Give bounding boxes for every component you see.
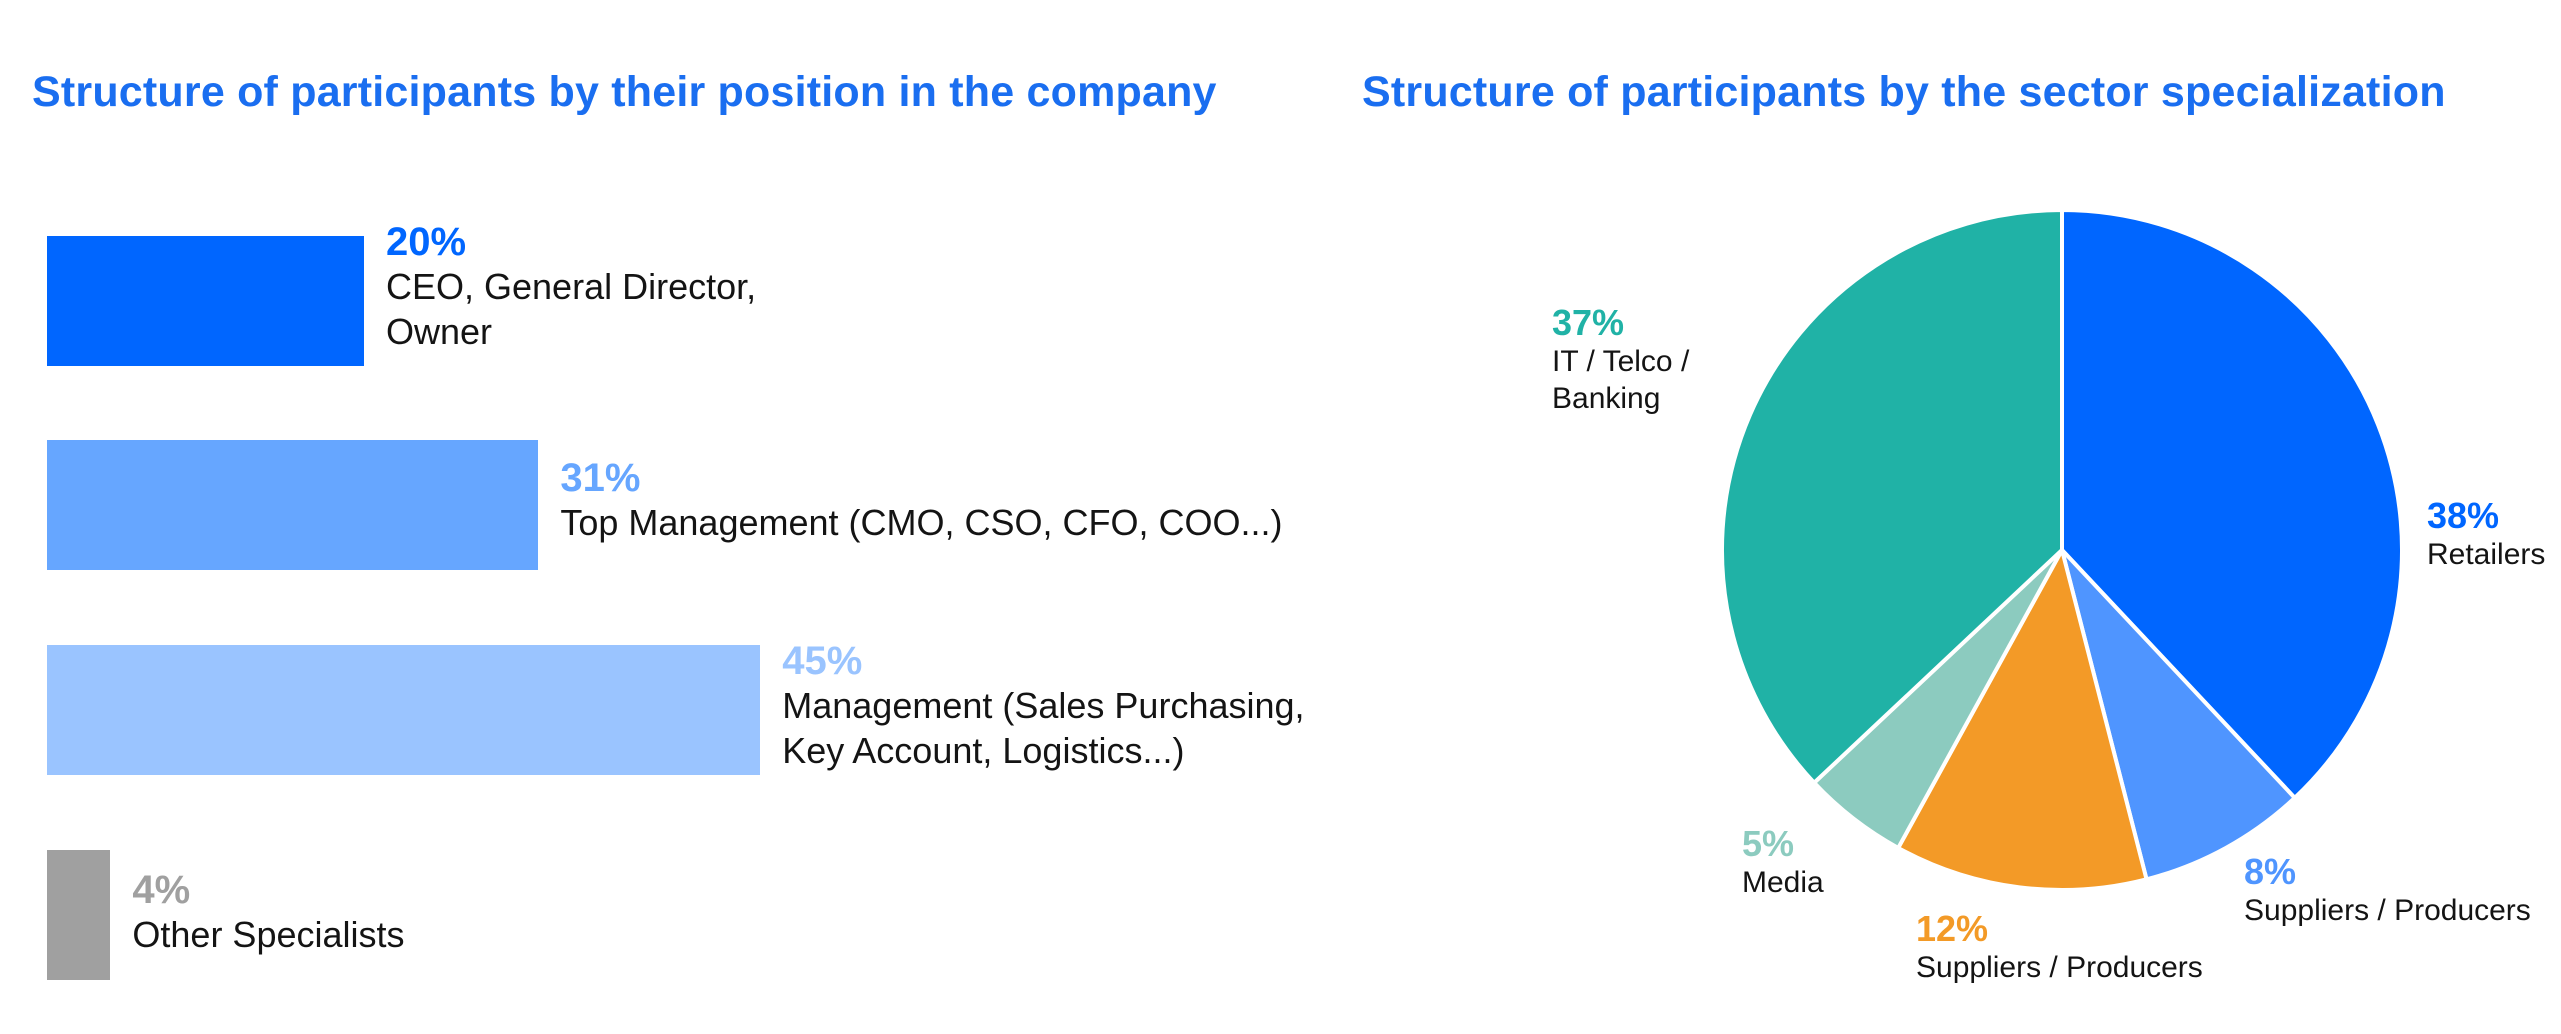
pie-slice: [2060, 548, 2297, 882]
bar: [47, 236, 364, 366]
slice-label: 8% Suppliers / Producers: [2244, 852, 2531, 929]
bar-category-label: Management (Sales Purchasing, Key Accoun…: [782, 685, 1305, 771]
bar-label: 45% Management (Sales Purchasing, Key Acc…: [782, 639, 1304, 773]
pie-slice: [1720, 208, 2064, 785]
sector-chart-title: Structure of participants by the sector …: [1362, 68, 2446, 116]
bar: [47, 440, 539, 570]
slice-value-label: 37%: [1552, 302, 1625, 343]
slice-label: 12% Suppliers / Producers: [1916, 909, 2203, 986]
bar-value-label: 31%: [560, 456, 641, 500]
slice-value-label: 5%: [1742, 823, 1795, 864]
slice-label: 5% Media: [1742, 824, 1824, 901]
pie-slice: [1896, 548, 2149, 892]
bar: [47, 850, 111, 980]
bar-label: 31% Top Management (CMO, CSO, CFO, COO...…: [560, 456, 1282, 545]
slice-value-label: 12%: [1916, 908, 1989, 949]
slice-value-label: 8%: [2244, 851, 2297, 892]
pie-slice: [2060, 208, 2404, 800]
slice-label: 38% Retailers: [2427, 496, 2545, 573]
bar-category-label: CEO, General Director, Owner: [386, 266, 757, 352]
slice-category-label: IT / Telco / Banking: [1552, 345, 1690, 415]
slice-category-label: Suppliers / Producers: [2244, 894, 2531, 927]
slice-label: 37% IT / Telco / Banking: [1552, 303, 1689, 417]
bar-value-label: 45%: [782, 639, 863, 683]
slice-category-label: Retailers: [2427, 538, 2546, 571]
slice-value-label: 38%: [2427, 495, 2500, 536]
bar-value-label: 20%: [386, 220, 467, 264]
slice-category-label: Media: [1742, 866, 1824, 899]
bar-label: 20% CEO, General Director, Owner: [386, 220, 756, 354]
bar-label: 4% Other Specialists: [132, 868, 404, 957]
position-chart-title: Structure of participants by their posit…: [32, 68, 1217, 116]
bar: [47, 645, 761, 775]
slice-category-label: Suppliers / Producers: [1916, 951, 2203, 984]
bar-category-label: Other Specialists: [132, 914, 405, 955]
bar-category-label: Top Management (CMO, CSO, CFO, COO...): [560, 502, 1283, 543]
bar-value-label: 4%: [132, 868, 191, 912]
